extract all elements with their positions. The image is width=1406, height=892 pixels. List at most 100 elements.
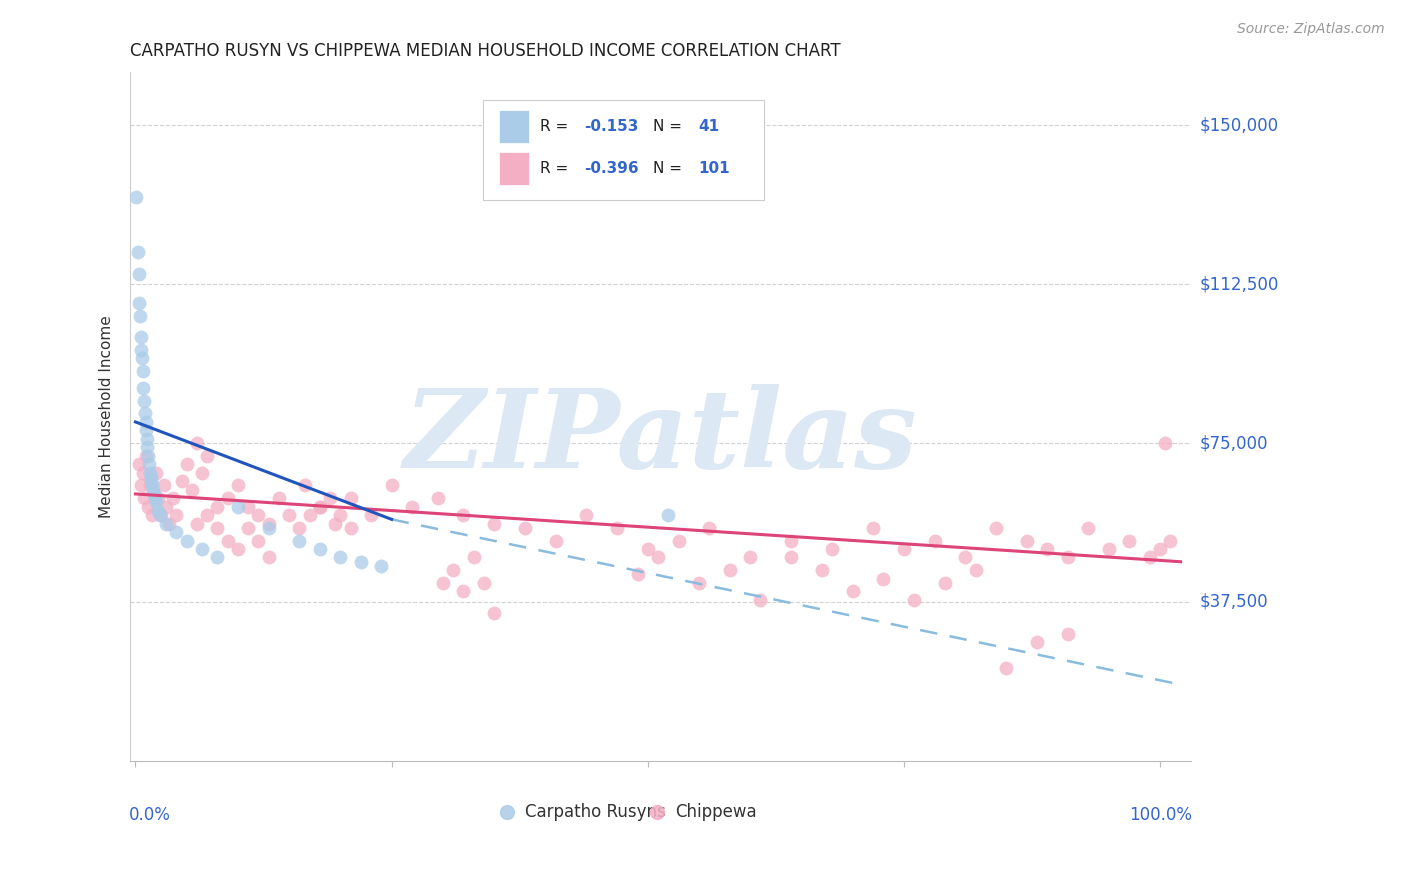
Point (965, 563, 987, 577)
Point (257, 516, 280, 531)
Point (217, 491, 239, 505)
Point (176, 533, 198, 548)
Point (668, 533, 690, 548)
Point (247, 533, 270, 548)
Point (984, 521, 1007, 535)
Point (207, 500, 229, 514)
Point (637, 541, 659, 556)
Point (191, 541, 214, 556)
Point (288, 521, 311, 535)
Text: ZIPatlas: ZIPatlas (404, 384, 918, 491)
Point (1139, 550, 1161, 565)
Text: Source: ZipAtlas.com: Source: ZipAtlas.com (1237, 22, 1385, 37)
Point (138, 458, 160, 472)
Point (127, 245, 149, 260)
Text: Chippewa: Chippewa (675, 804, 756, 822)
Point (298, 508, 321, 522)
Point (128, 267, 150, 281)
Point (634, 754, 657, 768)
Point (339, 521, 361, 535)
Point (131, 351, 153, 366)
Point (149, 508, 172, 522)
Point (153, 478, 176, 492)
Point (135, 415, 157, 429)
Point (472, 575, 495, 590)
Point (157, 516, 180, 531)
Point (136, 449, 159, 463)
Point (1057, 626, 1080, 640)
Text: R =: R = (540, 120, 572, 135)
Point (191, 466, 214, 480)
Point (780, 533, 803, 548)
Point (176, 458, 198, 472)
Point (155, 516, 177, 531)
Text: CARPATHO RUSYN VS CHIPPEWA MEDIAN HOUSEHOLD INCOME CORRELATION CHART: CARPATHO RUSYN VS CHIPPEWA MEDIAN HOUSEH… (131, 42, 841, 60)
Point (165, 524, 187, 539)
Text: $150,000: $150,000 (1199, 116, 1278, 135)
Point (482, 606, 505, 620)
Point (309, 500, 332, 514)
Text: $112,500: $112,500 (1199, 276, 1278, 293)
Point (688, 575, 710, 590)
Point (1036, 541, 1059, 556)
Point (247, 508, 270, 522)
Text: 0.0%: 0.0% (129, 805, 172, 823)
Point (143, 491, 166, 505)
Point (238, 500, 260, 514)
Point (141, 478, 163, 492)
Point (329, 508, 352, 522)
Point (294, 478, 316, 492)
Text: -0.396: -0.396 (585, 161, 638, 176)
Point (131, 466, 153, 480)
Point (1057, 550, 1080, 565)
Point (647, 550, 669, 565)
Point (145, 495, 167, 509)
Point (893, 541, 915, 556)
Point (139, 475, 162, 489)
Point (924, 533, 946, 548)
Y-axis label: Median Household Income: Median Household Income (100, 315, 114, 518)
Point (426, 491, 449, 505)
Point (146, 504, 169, 518)
Point (139, 466, 162, 480)
Point (749, 592, 772, 607)
Point (1015, 533, 1038, 548)
Point (278, 508, 301, 522)
Point (453, 584, 475, 599)
Point (132, 491, 155, 505)
Point (381, 478, 404, 492)
Point (226, 500, 249, 514)
Point (165, 508, 187, 522)
Point (139, 478, 162, 492)
Point (195, 508, 218, 522)
Point (934, 575, 956, 590)
Point (226, 478, 249, 492)
Point (129, 343, 152, 357)
Point (180, 483, 202, 497)
Point (238, 521, 260, 535)
Point (488, 754, 510, 768)
Point (718, 563, 741, 577)
Text: N =: N = (654, 120, 688, 135)
Point (821, 541, 844, 556)
Point (288, 533, 311, 548)
Point (697, 521, 720, 535)
Point (441, 563, 464, 577)
Point (125, 190, 148, 204)
Point (186, 516, 208, 531)
Point (135, 432, 157, 446)
Point (1077, 521, 1099, 535)
Text: -0.153: -0.153 (585, 120, 638, 135)
Point (142, 483, 165, 497)
Point (146, 491, 169, 505)
Text: Carpatho Rusyns: Carpatho Rusyns (524, 804, 665, 822)
Point (339, 491, 361, 505)
Point (1159, 533, 1181, 548)
Point (226, 541, 249, 556)
Point (128, 458, 150, 472)
Point (207, 521, 229, 535)
Point (657, 508, 679, 522)
Point (1149, 541, 1171, 556)
Point (1026, 635, 1049, 649)
Point (575, 508, 598, 522)
